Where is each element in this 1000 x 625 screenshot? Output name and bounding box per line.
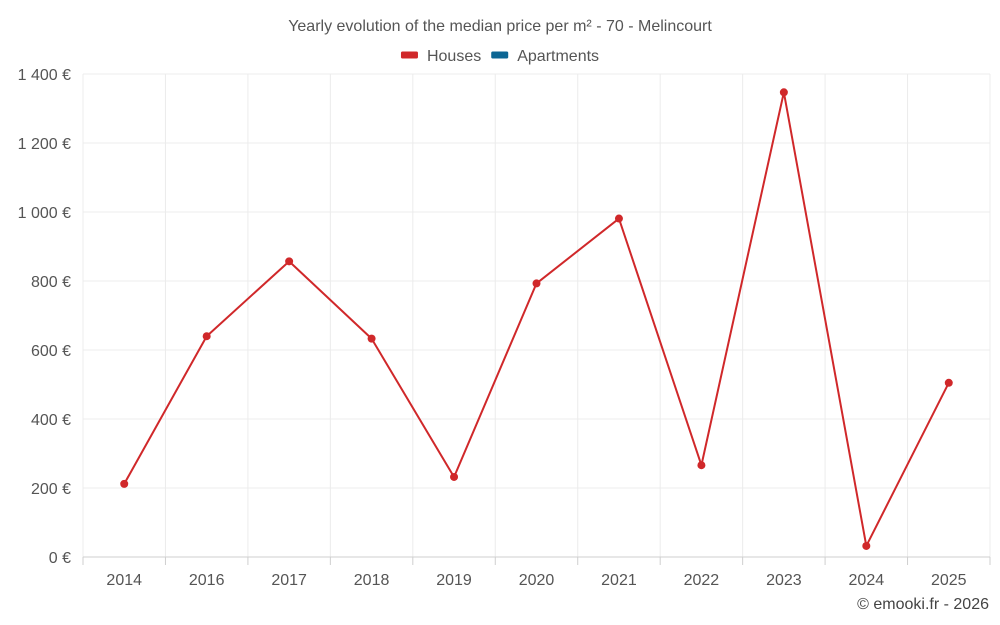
y-tick-label: 200 € bbox=[31, 481, 71, 498]
x-tick-label: 2018 bbox=[354, 572, 390, 589]
x-tick-label: 2025 bbox=[931, 572, 967, 589]
x-tick-label: 2017 bbox=[271, 572, 307, 589]
x-tick-label: 2019 bbox=[436, 572, 472, 589]
legend-label-houses: Houses bbox=[427, 48, 481, 65]
chart-title: Yearly evolution of the median price per… bbox=[288, 18, 712, 35]
legend: Houses Apartments bbox=[400, 48, 599, 65]
legend-label-apartments: Apartments bbox=[517, 48, 599, 65]
y-tick-label: 1 400 € bbox=[18, 67, 71, 84]
y-tick-label: 1 000 € bbox=[18, 205, 71, 222]
y-tick-label: 600 € bbox=[31, 343, 71, 360]
legend-swatch-houses bbox=[400, 51, 418, 59]
y-tick-label: 0 € bbox=[49, 550, 71, 567]
y-tick-label: 800 € bbox=[31, 274, 71, 291]
grid bbox=[82, 73, 991, 557]
data-point-houses-2022 bbox=[697, 461, 706, 470]
data-point-houses-2014 bbox=[120, 479, 129, 488]
data-point-houses-2017 bbox=[285, 257, 294, 266]
data-point-houses-2016 bbox=[202, 332, 211, 341]
y-tick-label: 400 € bbox=[31, 412, 71, 429]
data-point-houses-2025 bbox=[944, 378, 953, 387]
credit-text: © emooki.fr - 2026 bbox=[857, 596, 989, 613]
axes: 0 € 200 € 400 € 600 € 800 € 1 000 € 1 200 € 1 4… bbox=[18, 67, 991, 589]
data-point-houses-2021 bbox=[614, 214, 623, 223]
data-point-houses-2018 bbox=[367, 334, 376, 343]
x-tick-label: 2024 bbox=[849, 572, 885, 589]
x-tick-label: 2022 bbox=[684, 572, 720, 589]
data-point-houses-2020 bbox=[532, 279, 541, 288]
data-point-houses-2023 bbox=[779, 88, 788, 97]
data-point-houses-2019 bbox=[450, 472, 459, 481]
x-tick-label: 2016 bbox=[189, 572, 225, 589]
y-tick-label: 1 200 € bbox=[18, 136, 71, 153]
legend-swatch-apartments bbox=[491, 51, 509, 59]
series-layer bbox=[120, 88, 953, 550]
x-tick-label: 2021 bbox=[601, 572, 637, 589]
data-point-houses-2024 bbox=[862, 541, 871, 550]
x-tick-label: 2020 bbox=[519, 572, 555, 589]
x-tick-label: 2023 bbox=[766, 572, 802, 589]
x-tick-label: 2014 bbox=[106, 572, 142, 589]
